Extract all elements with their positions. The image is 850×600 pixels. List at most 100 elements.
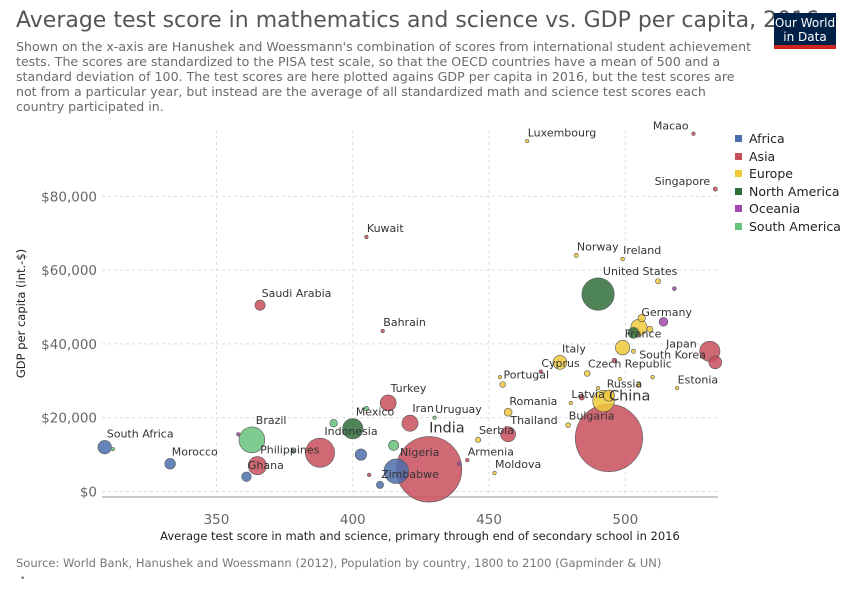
data-point[interactable] bbox=[329, 419, 338, 428]
legend: Africa Asia Europe North America Oceania Sout… bbox=[735, 131, 841, 236]
data-point[interactable] bbox=[247, 456, 267, 476]
data-point[interactable] bbox=[525, 138, 530, 144]
point-label: Kuwait bbox=[367, 222, 404, 235]
point-label: Iran bbox=[412, 402, 434, 415]
data-point[interactable] bbox=[538, 369, 543, 374]
point-label: China bbox=[609, 388, 650, 404]
data-point[interactable] bbox=[581, 277, 615, 311]
legend-item[interactable]: Europe bbox=[735, 166, 841, 184]
data-point[interactable] bbox=[401, 414, 419, 432]
legend-item[interactable]: North America bbox=[735, 184, 841, 202]
data-point[interactable] bbox=[603, 389, 615, 402]
point-label: Nigeria bbox=[400, 446, 439, 459]
data-point[interactable] bbox=[503, 407, 513, 417]
data-point[interactable] bbox=[475, 436, 482, 443]
data-point[interactable] bbox=[379, 394, 397, 412]
data-point[interactable] bbox=[164, 458, 176, 470]
data-point[interactable] bbox=[565, 422, 571, 428]
data-point[interactable] bbox=[611, 357, 618, 364]
point-label: Japan bbox=[665, 337, 697, 350]
data-point[interactable] bbox=[456, 461, 462, 466]
data-point[interactable] bbox=[650, 375, 655, 380]
data-point[interactable] bbox=[363, 405, 369, 411]
legend-swatch bbox=[735, 152, 742, 160]
legend-label: South America bbox=[749, 218, 841, 234]
data-point[interactable] bbox=[655, 278, 661, 285]
data-point[interactable] bbox=[388, 439, 400, 451]
data-point[interactable] bbox=[364, 234, 369, 240]
data-point[interactable] bbox=[573, 253, 579, 258]
data-point[interactable] bbox=[637, 314, 646, 323]
point-label: Bulgaria bbox=[569, 410, 615, 423]
data-point[interactable] bbox=[110, 446, 116, 452]
x-tick-label: 400 bbox=[340, 512, 366, 528]
data-point[interactable] bbox=[465, 458, 470, 463]
point-label: Luxembourg bbox=[528, 126, 597, 139]
data-point[interactable] bbox=[238, 426, 266, 454]
y-tick-label: $40,000 bbox=[41, 337, 97, 353]
data-point[interactable] bbox=[432, 415, 437, 420]
data-point[interactable] bbox=[376, 480, 384, 489]
data-point[interactable] bbox=[241, 471, 252, 482]
data-point[interactable] bbox=[617, 376, 623, 382]
legend-swatch bbox=[735, 170, 742, 177]
data-point[interactable] bbox=[595, 386, 601, 391]
data-point[interactable] bbox=[367, 472, 372, 477]
data-point[interactable] bbox=[658, 317, 669, 327]
logo-line-1: Our World bbox=[774, 16, 836, 30]
point-label: Ireland bbox=[623, 244, 661, 257]
data-point[interactable] bbox=[500, 426, 516, 443]
data-point[interactable] bbox=[492, 470, 497, 476]
legend-item[interactable]: South America bbox=[735, 219, 841, 237]
data-point[interactable] bbox=[615, 340, 631, 356]
point-label: Romania bbox=[509, 395, 557, 408]
point-label: Turkey bbox=[390, 382, 427, 395]
data-point[interactable] bbox=[254, 299, 266, 311]
data-point[interactable] bbox=[342, 418, 364, 440]
point-label: Armenia bbox=[468, 445, 514, 458]
legend-item[interactable]: Asia bbox=[735, 149, 841, 167]
point-label: Germany bbox=[641, 306, 692, 319]
data-point[interactable] bbox=[568, 400, 573, 406]
data-point[interactable] bbox=[712, 186, 718, 192]
data-point[interactable] bbox=[354, 448, 367, 461]
data-point[interactable] bbox=[646, 325, 654, 333]
data-point[interactable] bbox=[305, 437, 335, 468]
point-label: South Korea bbox=[639, 348, 706, 361]
data-point[interactable] bbox=[97, 440, 112, 455]
data-point[interactable] bbox=[627, 327, 640, 339]
chart-title: Average test score in mathematics and sc… bbox=[16, 8, 820, 33]
point-label: Czech Republic bbox=[588, 358, 672, 371]
data-point[interactable] bbox=[620, 256, 625, 262]
data-point[interactable] bbox=[380, 328, 385, 334]
data-point[interactable] bbox=[672, 286, 677, 291]
data-point[interactable] bbox=[497, 375, 503, 380]
point-label: Brazil bbox=[256, 414, 287, 427]
data-points bbox=[97, 131, 723, 503]
legend-item[interactable]: Oceania bbox=[735, 201, 841, 219]
data-point[interactable] bbox=[691, 131, 696, 136]
legend-item[interactable]: Africa bbox=[735, 131, 841, 149]
data-point[interactable] bbox=[675, 386, 680, 391]
point-label: France bbox=[625, 327, 662, 340]
data-point[interactable] bbox=[552, 355, 568, 370]
data-point[interactable] bbox=[290, 448, 295, 453]
point-label: Moldova bbox=[495, 458, 541, 471]
owid-logo[interactable]: Our World in Data bbox=[774, 13, 836, 49]
data-point[interactable] bbox=[583, 370, 591, 377]
point-labels: Luxembourg Macao Singapore Kuwait Norway Irel… bbox=[107, 120, 718, 482]
point-label: Zimbabwe bbox=[381, 468, 439, 481]
data-point[interactable] bbox=[383, 458, 409, 484]
data-point[interactable] bbox=[499, 381, 506, 388]
data-point[interactable] bbox=[636, 382, 642, 387]
data-point[interactable] bbox=[631, 348, 636, 354]
data-point[interactable] bbox=[578, 394, 585, 401]
y-axis-title: GDP per capita (int.-$) bbox=[14, 249, 28, 378]
point-label: Uruguay bbox=[435, 403, 482, 416]
data-point[interactable] bbox=[236, 432, 241, 437]
point-label: Russia bbox=[607, 377, 642, 390]
legend-label: Europe bbox=[749, 166, 793, 181]
y-tick-label: $0 bbox=[80, 484, 97, 500]
data-point[interactable] bbox=[708, 355, 723, 370]
